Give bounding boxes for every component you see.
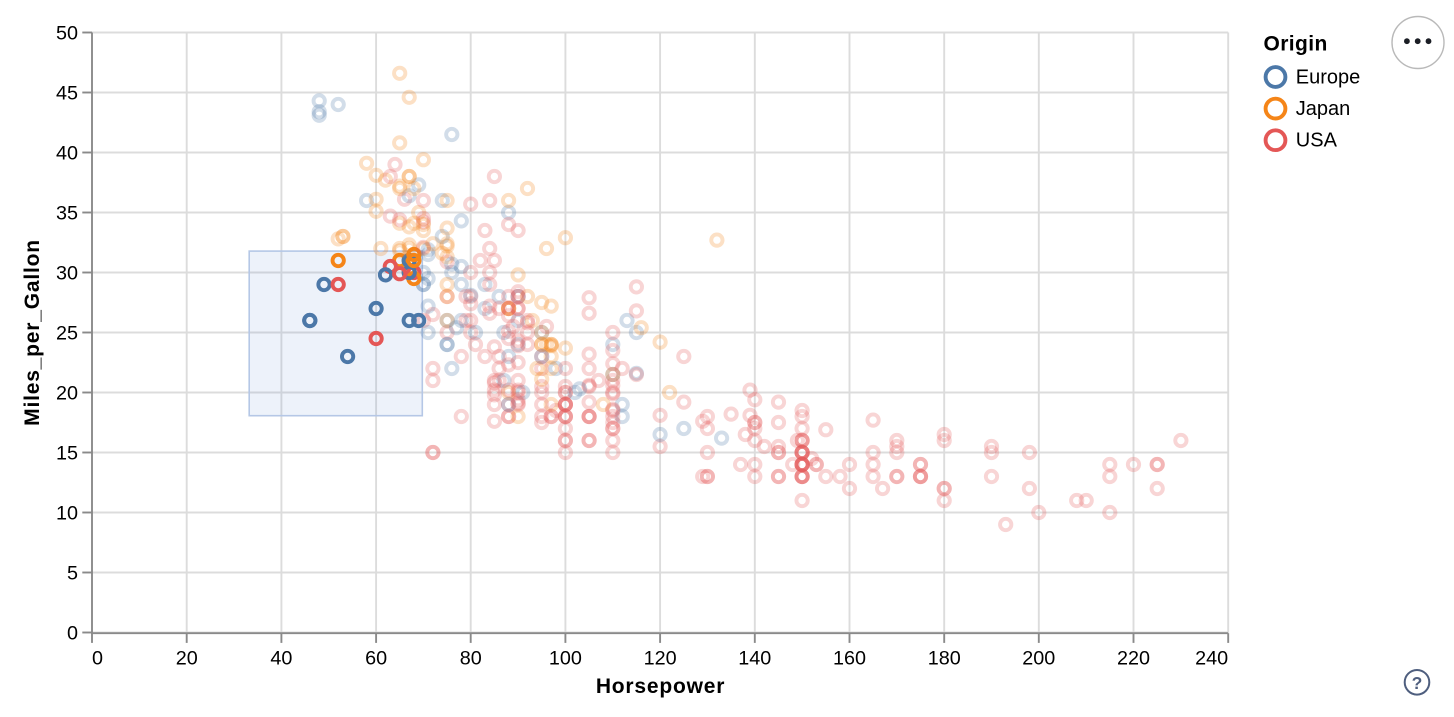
svg-text:5: 5 [67, 563, 78, 585]
svg-text:10: 10 [56, 503, 78, 525]
svg-text:80: 80 [460, 648, 482, 670]
svg-text:100: 100 [549, 648, 582, 670]
svg-text:25: 25 [56, 323, 78, 345]
svg-text:60: 60 [365, 648, 387, 670]
svg-text:120: 120 [644, 648, 677, 670]
svg-text:Europe: Europe [1296, 66, 1361, 88]
svg-text:220: 220 [1117, 648, 1150, 670]
svg-text:40: 40 [56, 143, 78, 165]
svg-text:200: 200 [1022, 648, 1055, 670]
svg-text:35: 35 [56, 203, 78, 225]
svg-text:15: 15 [56, 443, 78, 465]
svg-text:30: 30 [56, 263, 78, 285]
svg-text:USA: USA [1296, 130, 1338, 152]
svg-text:Japan: Japan [1296, 98, 1351, 120]
svg-text:Horsepower: Horsepower [596, 675, 725, 698]
svg-text:Miles_per_Gallon: Miles_per_Gallon [21, 239, 44, 426]
svg-text:40: 40 [270, 648, 292, 670]
svg-text:0: 0 [67, 623, 78, 645]
svg-text:0: 0 [92, 648, 103, 670]
svg-text:140: 140 [738, 648, 771, 670]
svg-text:20: 20 [176, 648, 198, 670]
svg-text:?: ? [1412, 673, 1423, 693]
svg-text:160: 160 [833, 648, 866, 670]
svg-text:180: 180 [928, 648, 961, 670]
svg-text:45: 45 [56, 83, 78, 105]
svg-text:240: 240 [1195, 648, 1228, 670]
svg-text:20: 20 [56, 383, 78, 405]
svg-text:50: 50 [56, 23, 78, 45]
svg-text:Origin: Origin [1264, 33, 1328, 56]
